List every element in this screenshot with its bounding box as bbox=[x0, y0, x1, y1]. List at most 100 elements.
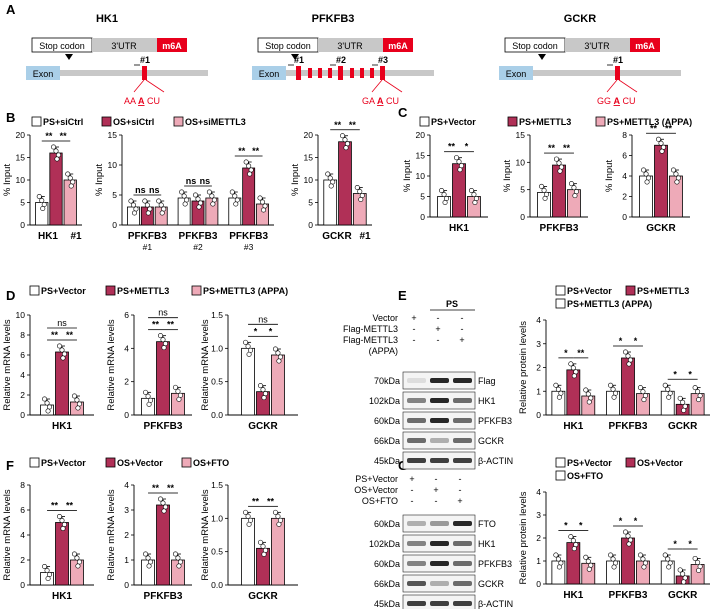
blot-strip bbox=[402, 431, 476, 450]
data-point bbox=[556, 394, 562, 400]
data-point bbox=[160, 337, 166, 343]
data-point bbox=[640, 556, 646, 562]
data-point bbox=[586, 566, 592, 572]
data-point bbox=[327, 175, 333, 181]
data-point bbox=[260, 199, 266, 205]
chart-c3: 0 2 4 6 8 % Input ** ** GCKR bbox=[604, 123, 690, 234]
y-tick-label: 0.5 bbox=[211, 547, 223, 557]
condition-label: Vector bbox=[372, 313, 398, 323]
kda-label: 45kDa bbox=[374, 456, 400, 466]
data-point bbox=[146, 401, 152, 407]
sig-label: ** bbox=[665, 123, 673, 133]
protein-label: PFKFB3 bbox=[478, 416, 512, 426]
data-point bbox=[611, 394, 617, 400]
legend-swatch bbox=[507, 116, 518, 127]
data-point bbox=[625, 533, 631, 539]
legend-label: OS+Vector bbox=[637, 458, 683, 468]
condition-label: (APPA) bbox=[369, 346, 398, 356]
legend-swatch bbox=[29, 457, 40, 468]
data-point bbox=[68, 183, 74, 189]
blot-band bbox=[430, 458, 449, 463]
utr-box bbox=[92, 38, 157, 52]
data-point bbox=[276, 358, 282, 364]
data-point bbox=[681, 407, 687, 413]
data-point bbox=[472, 200, 478, 206]
data-point bbox=[143, 551, 149, 557]
data-point bbox=[42, 396, 48, 402]
m6a-site-mark bbox=[360, 68, 364, 78]
y-tick-label: 6 bbox=[20, 505, 25, 515]
legend-swatch bbox=[555, 470, 566, 481]
gene-title: GCKR bbox=[564, 13, 596, 25]
sig-label: ** bbox=[167, 483, 175, 493]
data-point bbox=[571, 373, 577, 379]
x-label: HK1 bbox=[52, 421, 72, 432]
legend-swatch bbox=[555, 285, 566, 296]
x-label: GCKR bbox=[322, 231, 352, 242]
sig-label: ** bbox=[238, 146, 246, 156]
data-point bbox=[75, 563, 81, 569]
data-point bbox=[144, 202, 150, 208]
y-tick-label: 0 bbox=[20, 410, 25, 420]
sig-label: ** bbox=[66, 501, 74, 511]
condition-label: Flag-METTL3 bbox=[343, 335, 398, 345]
data-point bbox=[608, 382, 614, 388]
y-tick-label: 6 bbox=[20, 350, 25, 360]
y-tick-label: 0 bbox=[20, 220, 25, 230]
condition-sign: + bbox=[459, 335, 464, 345]
y-axis-label: Relative protein levels bbox=[518, 491, 529, 584]
m6a-site-mark bbox=[338, 66, 343, 80]
sig-label: ** bbox=[448, 142, 456, 152]
y-tick-label: 15 bbox=[416, 151, 426, 161]
bar-ps-vector bbox=[606, 390, 620, 416]
sig-label: * bbox=[619, 516, 623, 526]
y-tick-label: 1.0 bbox=[211, 513, 223, 523]
utr-label: 3'UTR bbox=[337, 41, 363, 51]
legend-label: PS+Vector bbox=[41, 286, 86, 296]
data-point bbox=[243, 509, 249, 515]
motif-pointer bbox=[383, 79, 403, 93]
legend-label: PS+METTL3 (APPA) bbox=[607, 117, 692, 127]
blot-band bbox=[430, 418, 449, 423]
sig-label: ** bbox=[267, 496, 275, 506]
x-sublabel: #2 bbox=[193, 242, 203, 252]
data-point bbox=[243, 339, 249, 345]
legend-label: PS+Vector bbox=[567, 458, 612, 468]
legend-label: PS+METTL3 bbox=[519, 117, 571, 127]
data-point bbox=[665, 386, 671, 392]
condition-label: PS+Vector bbox=[355, 474, 398, 484]
m6a-box bbox=[630, 38, 660, 52]
data-point bbox=[44, 567, 50, 573]
sig-label: ** bbox=[51, 501, 59, 511]
data-point bbox=[674, 179, 680, 185]
data-point bbox=[272, 509, 278, 515]
bar-ps-vector bbox=[660, 560, 675, 585]
data-point bbox=[553, 552, 559, 558]
sig-label: * bbox=[619, 336, 623, 346]
y-tick-label: 2 bbox=[20, 390, 25, 400]
gene-title: PFKFB3 bbox=[312, 13, 355, 25]
blot-band bbox=[407, 601, 426, 606]
data-point bbox=[176, 563, 182, 569]
y-tick-label: 0.0 bbox=[211, 410, 223, 420]
kda-label: 70kDa bbox=[374, 376, 400, 386]
data-point bbox=[641, 564, 647, 570]
sig-label: ns bbox=[57, 318, 67, 328]
data-point bbox=[553, 382, 559, 388]
blot-strip bbox=[402, 574, 476, 593]
y-tick-label: 4 bbox=[622, 171, 627, 181]
x-label: HK1 bbox=[563, 421, 583, 432]
y-tick-label: 0.5 bbox=[211, 377, 223, 387]
chart-c2: 0 5 10 15 % Input ** ** PFKFB3 bbox=[502, 130, 588, 234]
data-point bbox=[45, 408, 51, 414]
sig-label: * bbox=[634, 336, 638, 346]
data-point bbox=[272, 346, 278, 352]
x-label: PFKFB3 bbox=[609, 590, 648, 601]
data-point bbox=[246, 521, 252, 527]
data-point bbox=[158, 496, 164, 502]
kda-label: 60kDa bbox=[374, 559, 400, 569]
blot-band bbox=[453, 438, 472, 443]
data-point bbox=[553, 156, 559, 162]
